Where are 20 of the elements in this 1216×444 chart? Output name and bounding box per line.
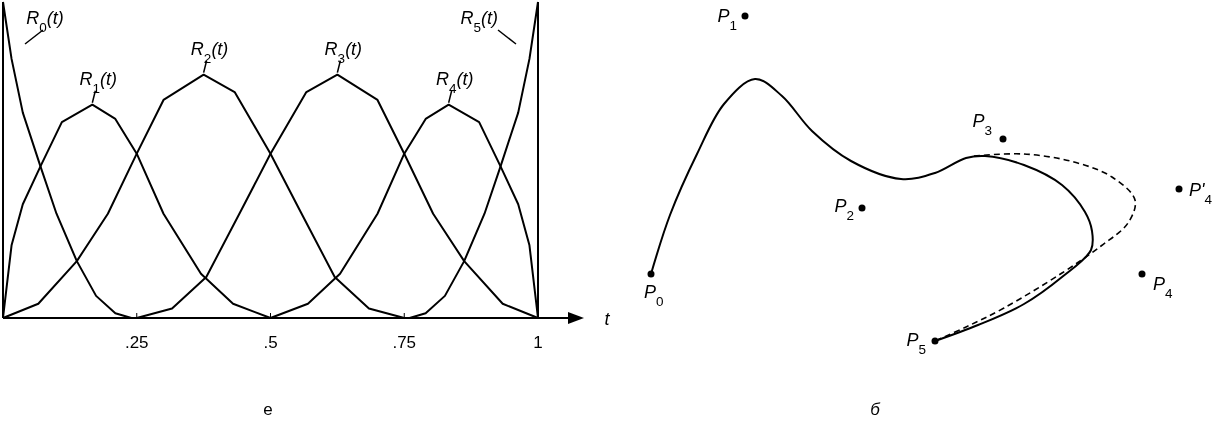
- text: P$_{0}$: [644, 282, 664, 309]
- series-label: R$_{3}$(t): [324, 38, 363, 66]
- x-tick-label: 1: [533, 333, 543, 352]
- series-label: R$_{5}$(t): [460, 8, 498, 35]
- text: P$_{4}$: [1153, 274, 1174, 301]
- text: P'$_{4}$: [1189, 180, 1213, 207]
- series-label: R$_{4}$(t): [435, 68, 474, 96]
- x-tick-label: .5: [263, 333, 278, 352]
- text: e: [263, 400, 273, 419]
- text: P$_{2}$: [834, 196, 854, 223]
- text: P$_{3}$: [972, 111, 992, 138]
- series-label: R$_{1}$(t): [79, 68, 118, 96]
- x-axis-title: t: [604, 309, 611, 329]
- x-tick-label: .75: [392, 333, 417, 352]
- x-tick-label: .25: [124, 333, 149, 352]
- series-label: R$_{2}$(t): [190, 38, 229, 66]
- text: б: [870, 400, 882, 419]
- text: P$_{1}$: [717, 6, 737, 33]
- text: P$_{5}$: [906, 330, 926, 357]
- series-label: R$_{0}$(t): [26, 8, 64, 35]
